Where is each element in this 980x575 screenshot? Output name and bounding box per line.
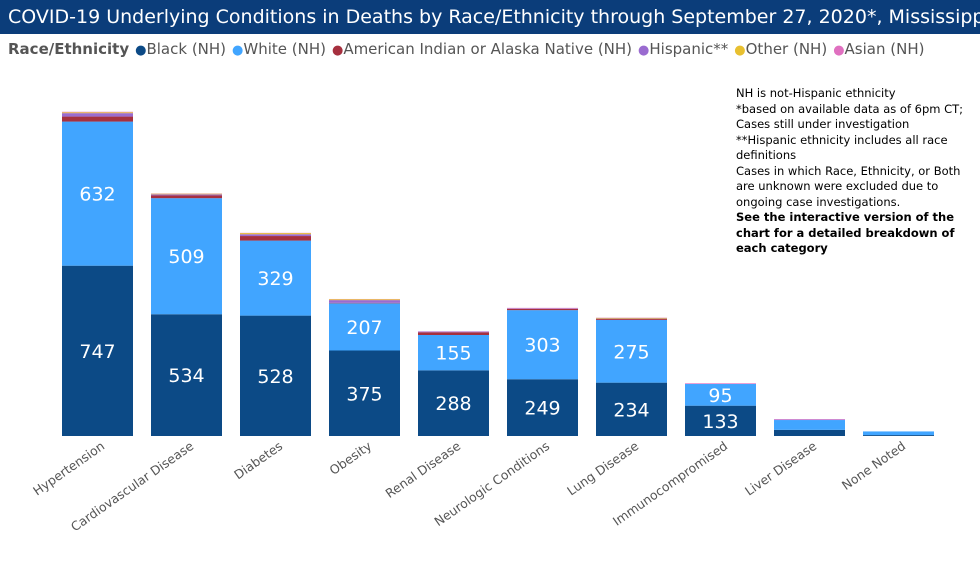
bar-segment[interactable] (507, 379, 578, 436)
bar-segment[interactable] (418, 331, 489, 333)
legend-label: White (NH) (243, 40, 326, 58)
legend-title: Race/Ethnicity (8, 40, 130, 58)
note-line: NH is not-Hispanic ethnicity (736, 86, 896, 100)
bar-segment[interactable] (151, 195, 222, 199)
note-line: **Hispanic ethnicity includes all race d… (736, 132, 948, 163)
note-bold: See the interactive version of the chart… (736, 210, 955, 255)
legend-item[interactable]: ●White (NH) (232, 40, 326, 58)
data-label: 375 (346, 383, 382, 405)
bar-segment[interactable] (596, 319, 667, 320)
legend-marker-icon: ● (331, 43, 344, 58)
legend-item[interactable]: ●Other (NH) (734, 40, 827, 58)
bar-segment[interactable] (329, 350, 400, 437)
legend-marker-icon: ● (135, 43, 147, 58)
bar-segment[interactable] (151, 314, 222, 436)
x-tick-label: Renal Disease (383, 438, 464, 501)
note-line: *based on available data as of 6pm CT; C… (736, 101, 964, 132)
bar-segment[interactable] (240, 240, 311, 316)
bar-segment[interactable] (596, 382, 667, 436)
data-label: 133 (702, 411, 738, 433)
bar-segment[interactable] (240, 234, 311, 237)
bar-segment[interactable] (596, 317, 667, 319)
legend-label: Black (NH) (146, 40, 227, 58)
bar-segment[interactable] (329, 303, 400, 351)
x-tick-label: Obesity (327, 438, 375, 478)
bar-segment[interactable] (151, 194, 222, 196)
x-tick-label: Diabetes (231, 438, 285, 482)
bar-segment[interactable] (62, 265, 133, 436)
legend-label: Asian (NH) (844, 40, 925, 58)
bar-segment[interactable] (418, 334, 489, 371)
data-label: 509 (168, 246, 204, 268)
note-line: Cases in which Race, Ethnicity, or Both … (736, 163, 961, 209)
bar-segment[interactable] (507, 308, 578, 311)
bar-segment[interactable] (62, 116, 133, 122)
bar-segment[interactable] (507, 310, 578, 380)
bar-segment[interactable] (151, 198, 222, 315)
bar-segment[interactable] (151, 193, 222, 195)
data-label: 632 (79, 184, 115, 206)
legend-marker-icon: ● (833, 43, 845, 58)
data-label: 528 (257, 366, 293, 388)
legend-marker-icon: ● (638, 43, 650, 58)
data-label: 234 (613, 399, 649, 421)
legend-marker-icon: ● (734, 43, 746, 58)
bar-segment[interactable] (863, 435, 934, 436)
bar-segment[interactable] (774, 429, 845, 436)
bar-segment[interactable] (62, 112, 133, 114)
legend-item[interactable]: ●Asian (NH) (833, 40, 924, 58)
bar-segment[interactable] (685, 405, 756, 436)
data-label: 155 (435, 343, 471, 365)
data-label: 303 (524, 335, 560, 357)
legend-label: Other (NH) (745, 40, 828, 58)
data-label: 207 (346, 317, 382, 339)
chart-title: COVID-19 Underlying Conditions in Deaths… (0, 0, 980, 34)
data-label: 275 (613, 341, 649, 363)
bar-segment[interactable] (62, 121, 133, 266)
legend: Race/Ethnicity ●Black (NH) ●White (NH) ●Ame… (8, 40, 924, 58)
bar-segment[interactable] (240, 315, 311, 436)
bar-segment[interactable] (329, 300, 400, 303)
legend-item[interactable]: ●American Indian or Alaska Native (NH) (332, 40, 632, 58)
legend-item[interactable]: ●Black (NH) (135, 40, 226, 58)
data-label: 95 (708, 385, 732, 407)
x-tick-label: None Noted (839, 438, 908, 493)
bar-segment[interactable] (596, 319, 667, 383)
bar-segment[interactable] (863, 431, 934, 436)
bar-segment[interactable] (418, 370, 489, 436)
legend-label: Hispanic** (649, 40, 729, 58)
bar-segment[interactable] (329, 299, 400, 301)
bar-segment[interactable] (240, 233, 311, 235)
legend-marker-icon: ● (232, 43, 244, 58)
bar-segment[interactable] (685, 383, 756, 385)
data-label: 249 (524, 398, 560, 420)
data-label: 534 (168, 365, 204, 387)
x-tick-label: Hypertension (30, 438, 107, 498)
bar-segment[interactable] (685, 384, 756, 406)
data-label: 288 (435, 393, 471, 415)
bar-segment[interactable] (240, 236, 311, 241)
bar-segment[interactable] (418, 332, 489, 335)
legend-item[interactable]: ●Hispanic** (638, 40, 728, 58)
x-tick-label: Lung Disease (564, 438, 641, 498)
data-label: 747 (79, 341, 115, 363)
chart-notes: NH is not-Hispanic ethnicity *based on a… (736, 86, 976, 257)
bar-segment[interactable] (774, 420, 845, 430)
legend-label: American Indian or Alaska Native (NH) (343, 40, 633, 58)
data-label: 329 (257, 268, 293, 290)
bar-segment[interactable] (62, 113, 133, 117)
x-tick-label: Liver Disease (742, 438, 820, 499)
